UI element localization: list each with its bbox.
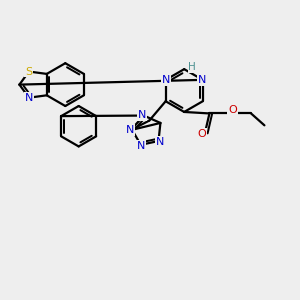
Text: N: N bbox=[198, 75, 206, 85]
Text: N: N bbox=[162, 75, 170, 85]
Text: N: N bbox=[136, 141, 145, 151]
Text: N: N bbox=[126, 125, 134, 135]
Text: H: H bbox=[188, 62, 196, 72]
Text: S: S bbox=[127, 125, 134, 135]
Text: O: O bbox=[197, 129, 206, 139]
Text: N: N bbox=[156, 136, 164, 147]
Text: S: S bbox=[26, 67, 32, 76]
Text: O: O bbox=[228, 106, 237, 116]
Text: N: N bbox=[138, 110, 146, 120]
Text: N: N bbox=[25, 93, 33, 103]
